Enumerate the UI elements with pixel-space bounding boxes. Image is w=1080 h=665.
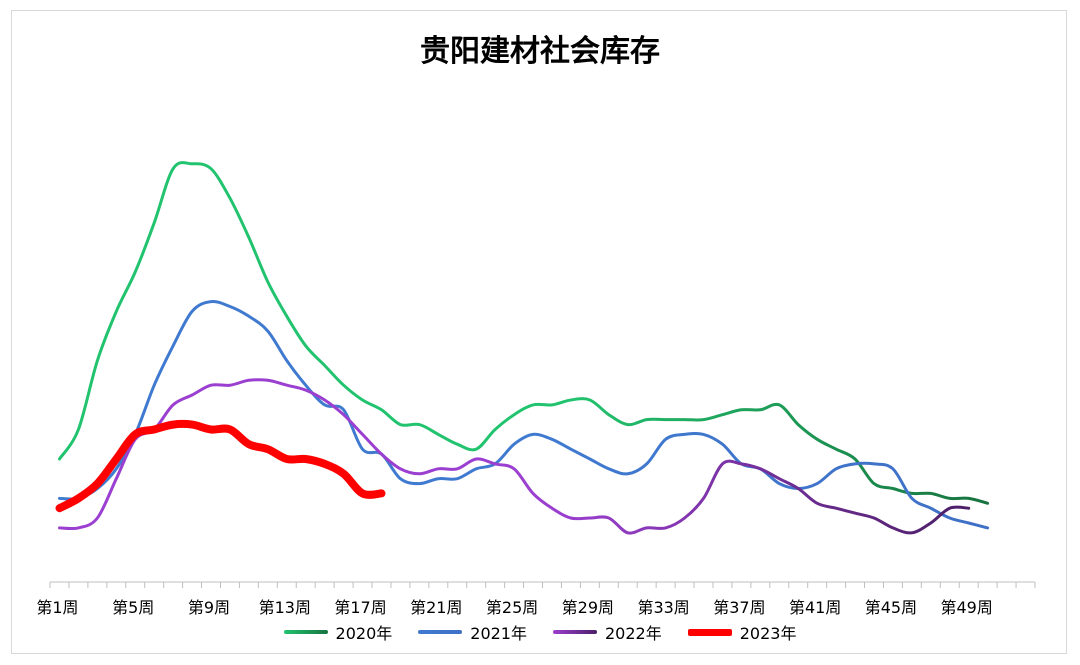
x-tick-label: 第21周 (410, 598, 462, 617)
x-tick-label: 第13周 (259, 598, 311, 617)
series-line-2022年 (58, 378, 971, 535)
legend-item: 2023年 (687, 620, 797, 644)
x-tick-label: 第17周 (334, 598, 386, 617)
series-line-2021年 (58, 299, 990, 530)
legend-label: 2023年 (739, 624, 797, 643)
legend-item: 2020年 (283, 620, 393, 644)
series-line-2023年 (55, 419, 386, 513)
chart-frame (11, 10, 1067, 654)
x-tick-labels: 第1周 第5周 第9周 第13周 第17周 第21周 第25周 第29周 第33周 第37周 第41… (36, 598, 993, 617)
x-tick-label: 第37周 (713, 598, 765, 617)
legend-swatch (418, 630, 463, 634)
x-tick-label: 第25周 (486, 598, 538, 617)
x-tick-label: 第33周 (637, 598, 689, 617)
legend-label: 2021年 (470, 624, 527, 643)
series-line-2020年 (58, 161, 990, 505)
x-tick-label: 第49周 (941, 598, 993, 617)
legend-swatch (687, 628, 732, 636)
x-tick-label: 第9周 (188, 598, 230, 617)
legend: 2020年 2021年 2022年 2023年 (0, 620, 1080, 644)
x-tick-label: 第5周 (112, 598, 154, 617)
x-tick-label: 第29周 (562, 598, 614, 617)
series-layer (55, 161, 990, 535)
chart-title: 贵阳建材社会库存 (420, 34, 660, 69)
x-tick-label: 第1周 (36, 598, 78, 617)
legend-swatch (553, 630, 597, 634)
legend-item: 2021年 (418, 620, 527, 644)
legend-swatch (283, 630, 328, 634)
x-axis (49, 581, 1036, 588)
legend-label: 2022年 (605, 624, 662, 643)
x-tick-label: 第41周 (789, 598, 841, 617)
legend-item: 2022年 (553, 620, 662, 644)
legend-label: 2020年 (335, 624, 393, 643)
x-tick-label: 第45周 (865, 598, 917, 617)
